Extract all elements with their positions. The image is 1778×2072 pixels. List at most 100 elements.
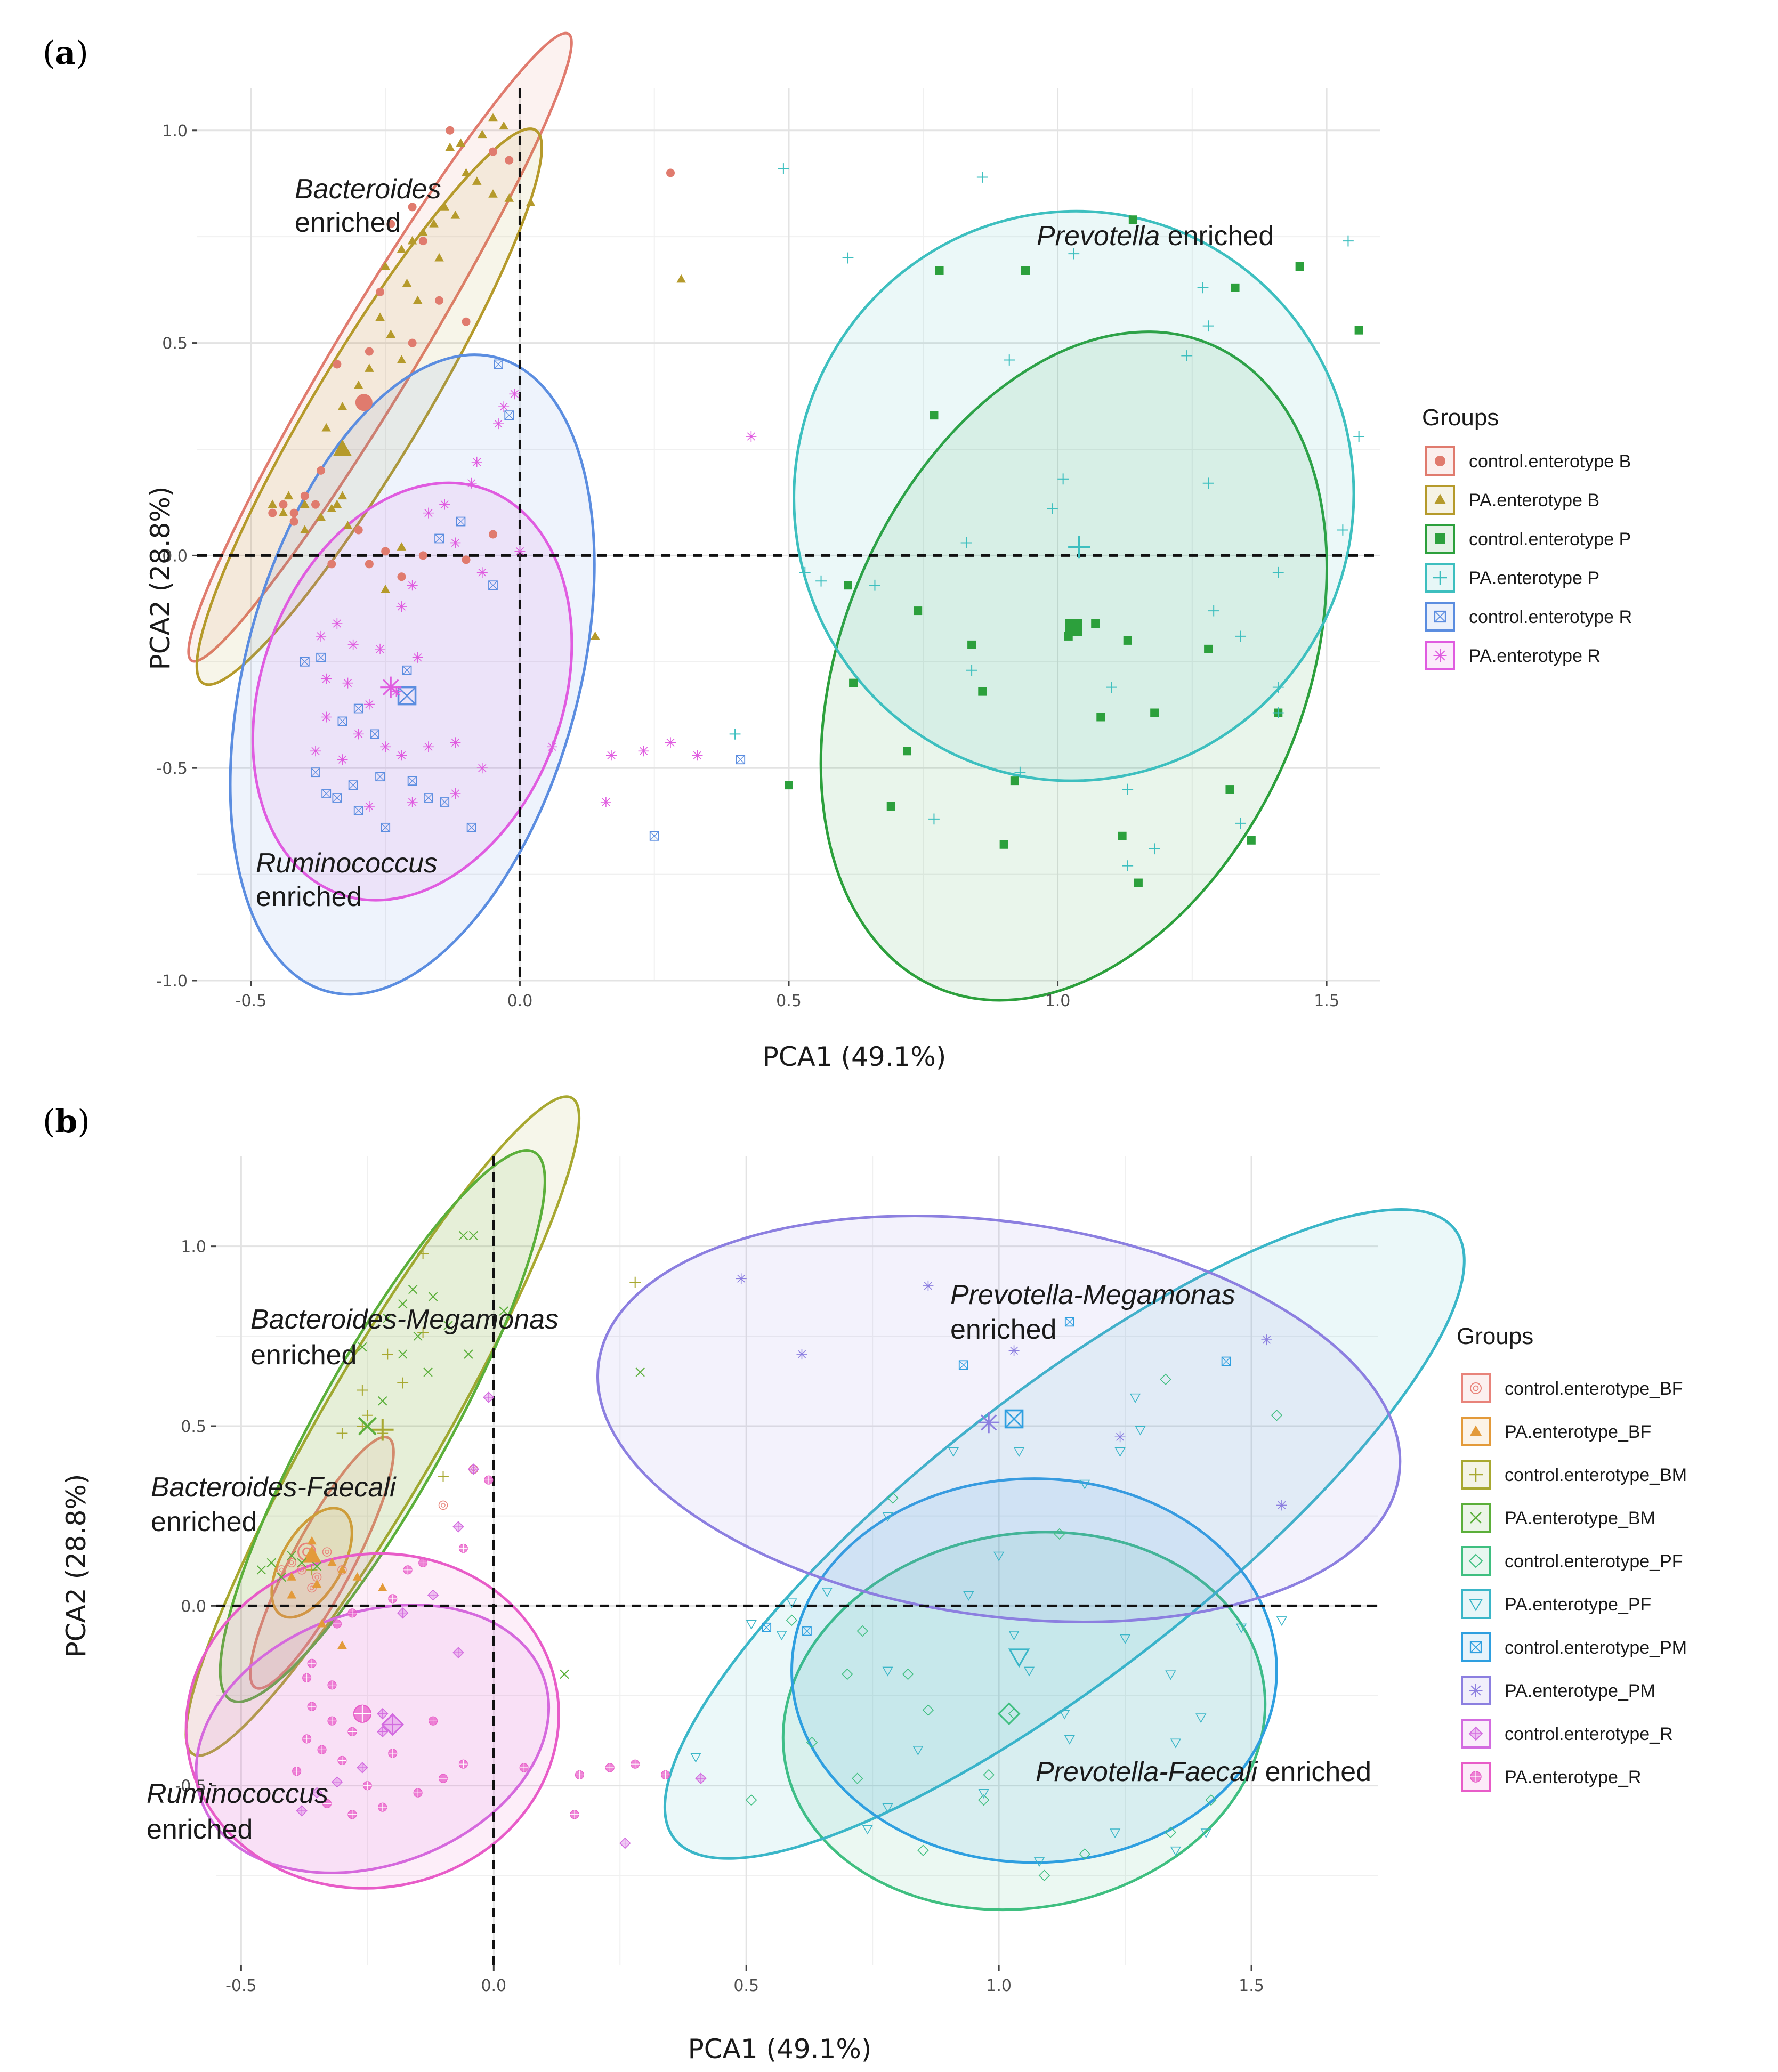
point [1128,215,1137,224]
point [396,750,407,761]
point [1010,776,1019,786]
point [363,699,375,710]
panel-b-points [256,1231,1288,1882]
point [450,211,460,219]
centroid [371,1418,394,1441]
point [434,253,444,262]
point [488,189,498,198]
point [337,754,348,765]
point [381,584,390,593]
legend-symbol [1433,571,1447,585]
point [1079,1479,1090,1490]
legend-symbol [1470,1382,1482,1394]
panel-a-reference-lines [197,88,1380,981]
point [378,1396,387,1406]
point [317,1618,327,1628]
point [1235,630,1247,642]
point [256,1565,266,1575]
legend-item-pa-enterotype-r: PA.enterotype R [1425,641,1601,670]
legend-label: control.enterotype_PM [1505,1638,1687,1658]
panel-b-label: (b) [43,1103,90,1140]
point [600,797,611,807]
point [458,1543,468,1553]
point [277,1565,287,1575]
annotation-bacteroides-megamonas-line2: enriched [250,1340,357,1371]
panel-a-grid [197,88,1380,982]
annotation-bacteroides-faecali: Bacteroides-Faecali [151,1472,397,1503]
point [1091,619,1100,628]
point [493,418,504,430]
legend-symbol [1435,456,1445,466]
point [353,381,363,389]
series-control-enterotype-pf [745,1373,1283,1882]
point [862,1825,873,1835]
point [1119,1634,1131,1644]
point [452,1521,464,1533]
point [381,547,390,556]
point [337,1640,347,1649]
point [396,601,407,612]
point [912,1746,924,1755]
point [321,673,332,684]
point [1114,1431,1126,1443]
point [461,168,471,176]
point [1235,1623,1247,1633]
point [402,665,412,675]
point [499,121,508,130]
annotation-bacteroides: Bacteroides [295,174,441,205]
x-tick-label: 0.5 [776,992,802,1010]
point [307,1583,317,1593]
centroid [355,394,373,411]
point [1208,605,1219,617]
point [638,746,649,757]
point [347,639,359,650]
point [666,168,675,177]
point [278,508,288,517]
legend-symbol [1469,1641,1482,1654]
point [1054,1528,1065,1540]
point [302,1734,312,1744]
point [635,1367,645,1377]
ellipse-control-enterotype-pf [781,1531,1267,1912]
point [1064,1735,1075,1745]
point [408,1284,418,1294]
x-tick-label: 1.5 [1239,1977,1264,1995]
point [1118,831,1127,840]
legend-label: control.enterotype B [1469,451,1631,472]
point [327,560,336,569]
y-tick-label: -1.0 [156,972,188,991]
point [649,831,659,841]
point [842,252,854,264]
point [342,677,353,689]
point [370,729,379,739]
y-tick-label: -0.5 [156,759,188,778]
legend-symbol [1469,1683,1483,1697]
point [499,1306,508,1316]
point [403,1565,413,1575]
ellipse-pa-enterotype-bf [270,1507,353,1619]
point [352,1572,362,1581]
point [676,274,686,283]
legend-symbol [1469,1599,1483,1612]
point [397,542,407,551]
point [914,606,923,616]
point [398,1299,408,1309]
series-control-enterotype-r [296,1391,707,1849]
point [746,431,757,442]
plot-area [216,1156,1378,1965]
point [289,508,298,517]
point [471,456,482,467]
point [762,1622,772,1632]
point [317,1745,327,1754]
point [1261,1334,1272,1346]
legend-item-control-enterotype-b: control.enterotype B [1425,446,1631,476]
point [849,678,858,687]
point [300,499,310,508]
point [402,278,412,287]
point [560,1669,569,1679]
point [1170,1738,1182,1749]
centroid [333,439,352,456]
y-tick-label: 1.0 [162,122,188,141]
point [993,1551,1005,1561]
point [327,1716,337,1726]
